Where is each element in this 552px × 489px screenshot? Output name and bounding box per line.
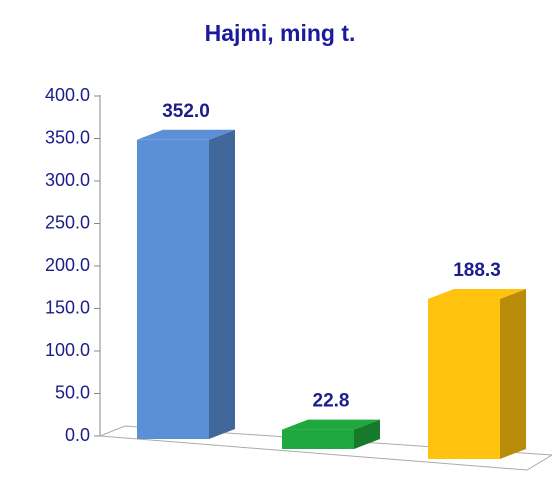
y-tick-label: 150.0 <box>45 297 90 317</box>
bar-side <box>354 419 380 449</box>
y-tick-label: 350.0 <box>45 127 90 147</box>
bar-top <box>428 288 526 299</box>
chart-title: Hajmi, ming t. <box>205 20 356 46</box>
bar <box>428 298 500 459</box>
value-label: 352.0 <box>162 101 210 122</box>
y-tick-label: 50.0 <box>55 382 90 402</box>
floor <box>99 425 552 471</box>
bar-top <box>137 129 235 140</box>
y-tick-label: 400.0 <box>45 85 90 105</box>
bar-side <box>209 129 235 440</box>
y-tick-label: 250.0 <box>45 212 90 232</box>
y-tick-label: 0.0 <box>65 425 90 445</box>
bar-top <box>282 419 380 430</box>
value-label: 188.3 <box>453 260 501 281</box>
y-tick-label: 100.0 <box>45 340 90 360</box>
y-tick-label: 200.0 <box>45 255 90 275</box>
value-label: 22.8 <box>313 391 350 412</box>
y-tick-label: 300.0 <box>45 170 90 190</box>
bar-side <box>500 288 526 459</box>
bar <box>282 429 354 449</box>
bar <box>137 139 209 440</box>
